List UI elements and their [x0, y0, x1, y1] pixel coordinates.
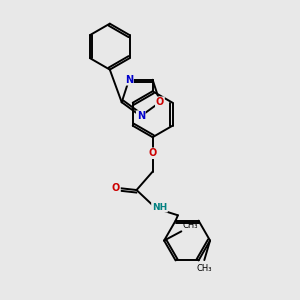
Text: CH₃: CH₃ [196, 263, 212, 272]
Text: N: N [125, 75, 133, 85]
Text: CH₃: CH₃ [182, 221, 198, 230]
Text: O: O [148, 148, 157, 158]
Text: O: O [112, 183, 120, 193]
Text: N: N [137, 111, 145, 121]
Text: NH: NH [152, 203, 167, 212]
Text: O: O [156, 97, 164, 107]
